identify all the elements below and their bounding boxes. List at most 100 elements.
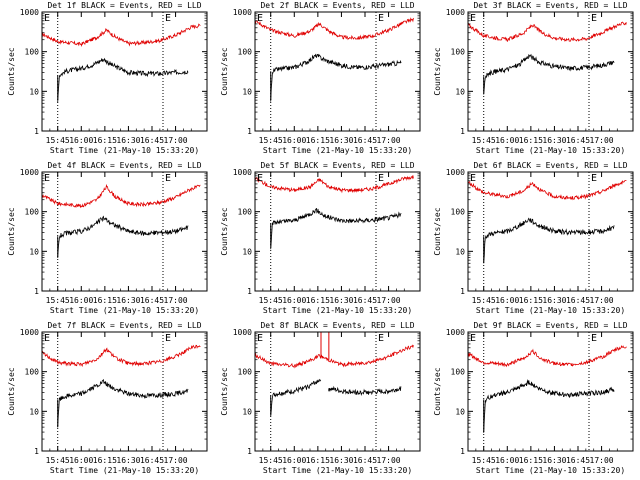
y-tick-label: 1	[34, 287, 39, 296]
x-tick-label: 16:45	[353, 136, 377, 145]
x-tick-label: 16:00	[282, 296, 306, 305]
y-axis-label: Counts/sec	[220, 47, 229, 95]
x-tick-label: 16:15	[306, 136, 330, 145]
y-tick-label: 100	[25, 208, 40, 217]
y-tick-label: 100	[238, 368, 253, 377]
event-marker-label: E	[257, 173, 263, 184]
plot-frame	[467, 331, 634, 452]
event-marker-label: E	[470, 333, 476, 344]
event-marker-label: E	[470, 13, 476, 24]
x-tick-label: 16:45	[353, 456, 377, 465]
event-marker-label: E	[378, 173, 384, 184]
x-tick-label: 16:15	[519, 456, 543, 465]
x-tick-label: 16:00	[69, 456, 93, 465]
x-tick-label: 17:00	[590, 296, 614, 305]
events-series-line	[328, 385, 402, 396]
x-tick-label: 17:00	[377, 296, 401, 305]
x-tick-label: 15:45	[259, 456, 283, 465]
x-tick-label: 16:15	[93, 136, 117, 145]
x-tick-label: 16:00	[69, 136, 93, 145]
y-axis-label: Counts/sec	[7, 367, 16, 415]
detector-panel-4: Det 4f BLACK = Events, RED = LLD 1 10 100 10…	[7, 161, 208, 315]
detector-panel-8: Det 8f BLACK = Events, RED = LLD 1 10 100 10…	[220, 321, 421, 475]
panel-title: Det 2f BLACK = Events, RED = LLD	[260, 1, 414, 10]
y-tick-label: 100	[238, 208, 253, 217]
x-tick-label: 15:45	[46, 296, 70, 305]
x-axis-label: Start Time (21-May-10 15:33:20)	[476, 306, 625, 315]
x-tick-label: 16:15	[93, 456, 117, 465]
x-tick-label: 16:30	[116, 296, 140, 305]
x-tick-label: 16:00	[282, 136, 306, 145]
x-tick-label: 16:15	[519, 296, 543, 305]
y-tick-label: 10	[242, 247, 252, 256]
x-tick-label: 16:45	[566, 296, 590, 305]
lld-series-line	[468, 180, 627, 201]
x-tick-label: 16:45	[140, 296, 164, 305]
x-tick-label: 16:45	[353, 296, 377, 305]
event-marker-label: E	[44, 173, 50, 184]
x-axis-label: Start Time (21-May-10 15:33:20)	[476, 146, 625, 155]
lld-series-line	[255, 17, 414, 41]
lld-series-line	[42, 344, 201, 368]
plot-frame	[41, 331, 208, 452]
panel-title: Det 1f BLACK = Events, RED = LLD	[47, 1, 201, 10]
detector-panel-7: Det 7f BLACK = Events, RED = LLD 1 10 100 10…	[7, 321, 208, 475]
x-tick-label: 16:30	[542, 296, 566, 305]
x-tick-label: 16:30	[542, 136, 566, 145]
detector-panel-6: Det 6f BLACK = Events, RED = LLD 1 10 100 10…	[433, 161, 634, 315]
events-series-line	[270, 207, 402, 250]
event-marker-label: E	[165, 333, 171, 344]
x-tick-label: 16:45	[140, 456, 164, 465]
x-tick-label: 16:30	[116, 136, 140, 145]
panel-title: Det 8f BLACK = Events, RED = LLD	[260, 321, 414, 330]
y-tick-label: 100	[25, 48, 40, 57]
x-tick-label: 16:15	[306, 456, 330, 465]
y-tick-label: 100	[25, 368, 40, 377]
y-tick-label: 1000	[20, 168, 39, 177]
lld-series-line	[42, 23, 201, 47]
y-tick-label: 1000	[233, 8, 252, 17]
plot-frame	[254, 11, 421, 132]
y-tick-label: 1000	[233, 328, 252, 337]
event-marker-label: E	[165, 13, 171, 24]
y-axis-label: Counts/sec	[7, 47, 16, 95]
event-marker-label: E	[591, 333, 597, 344]
x-tick-label: 15:45	[259, 136, 283, 145]
x-tick-label: 16:45	[566, 136, 590, 145]
panel-title: Det 5f BLACK = Events, RED = LLD	[260, 161, 414, 170]
y-tick-label: 1	[247, 287, 252, 296]
y-tick-label: 10	[29, 407, 39, 416]
plot-frame	[254, 171, 421, 292]
events-series-line	[270, 53, 402, 102]
detector-panel-9: Det 9f BLACK = Events, RED = LLD 1 10 100 10…	[433, 321, 634, 475]
x-tick-label: 16:45	[140, 136, 164, 145]
lld-series-line	[255, 344, 414, 369]
x-tick-label: 16:00	[495, 456, 519, 465]
x-tick-label: 15:45	[472, 136, 496, 145]
y-axis-label: Counts/sec	[433, 207, 442, 255]
detector-panel-1: Det 1f BLACK = Events, RED = LLD 1 10 100 10…	[7, 1, 208, 155]
x-axis-label: Start Time (21-May-10 15:33:20)	[50, 146, 199, 155]
x-tick-label: 17:00	[164, 456, 188, 465]
plot-frame	[254, 331, 421, 452]
plot-frame	[41, 11, 208, 132]
y-axis-label: Counts/sec	[220, 207, 229, 255]
lld-series-line	[42, 183, 201, 209]
y-axis-label: Counts/sec	[7, 207, 16, 255]
detector-panel-2: Det 2f BLACK = Events, RED = LLD 1 10 100 10…	[220, 1, 421, 155]
y-tick-label: 10	[455, 407, 465, 416]
x-tick-label: 16:00	[495, 296, 519, 305]
events-series-line	[483, 378, 615, 433]
x-axis-label: Start Time (21-May-10 15:33:20)	[50, 306, 199, 315]
y-tick-label: 10	[29, 247, 39, 256]
x-tick-label: 15:45	[259, 296, 283, 305]
plot-frame	[467, 11, 634, 132]
events-series-line	[483, 217, 615, 263]
x-tick-label: 17:00	[164, 296, 188, 305]
x-tick-label: 16:15	[306, 296, 330, 305]
y-tick-label: 1000	[446, 8, 465, 17]
event-marker-label: E	[44, 333, 50, 344]
event-marker-label: E	[378, 333, 384, 344]
x-tick-label: 16:00	[495, 136, 519, 145]
